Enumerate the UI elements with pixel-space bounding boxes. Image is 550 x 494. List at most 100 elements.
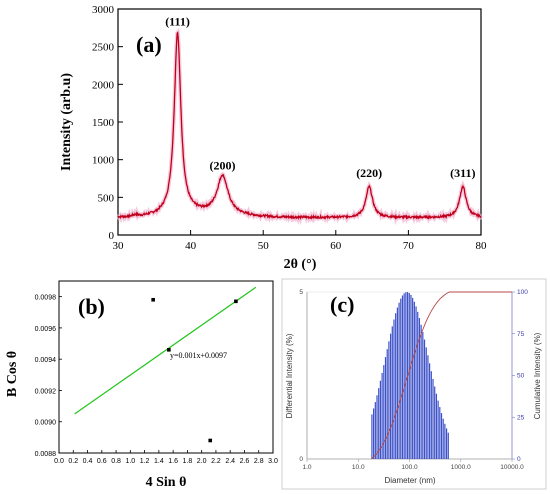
- panel-b-label: (b): [78, 294, 105, 319]
- panel-c-bar: [383, 365, 385, 459]
- panel-a-y-tick-label: 0: [109, 230, 115, 242]
- panel-a-y-tick-label: 2000: [92, 79, 115, 91]
- panel-c-bar: [373, 408, 375, 459]
- panel-b-data-point: [234, 299, 238, 304]
- panel-c-bar: [376, 395, 378, 459]
- panel-c-bar: [434, 386, 436, 459]
- panel-c-cumulative-curve: [371, 291, 512, 460]
- panel-c-x-tick-label: 10.0: [352, 464, 365, 471]
- panel-c-bar: [418, 318, 421, 459]
- panel-a-y-tick-label: 2500: [92, 42, 115, 54]
- panel-a-x-axis-title: 2θ (°): [284, 257, 317, 272]
- panel-c-bar: [444, 423, 446, 459]
- panel-c-bar: [388, 341, 390, 459]
- panel-c-bar: [413, 301, 415, 459]
- panel-a-peak-label: (111): [165, 14, 190, 28]
- panel-c-bar: [432, 378, 434, 459]
- panel-a-y-axis-title: Intensity (arb.u): [59, 73, 74, 171]
- panel-c-bar: [398, 302, 400, 459]
- panel-b-x-tick-label: 3.0: [268, 458, 278, 465]
- panel-c-bar: [400, 298, 402, 459]
- panel-b-x-tick-label: 0.6: [97, 458, 107, 465]
- panel-a-x-tick-label: 80: [476, 240, 488, 252]
- panel-b-data-point: [208, 438, 213, 443]
- panel-c-bar: [415, 306, 417, 459]
- panel-b-fit-line: [74, 286, 257, 415]
- panel-a-y-tick-label: 500: [98, 192, 115, 204]
- panel-b-x-tick-label: 1.4: [154, 458, 164, 465]
- panel-a-xrd-chart: 30 40 50 60 70 80 0 500 1000 1500 2000 2500 3000 (a)…: [59, 4, 487, 272]
- panel-c-bar: [445, 428, 448, 459]
- panel-b-fit-equation: y=0.001x+0.0097: [170, 351, 227, 360]
- panel-b-y-tick-label: 0.0092: [35, 388, 57, 395]
- panel-c-bar: [405, 292, 407, 459]
- panel-b-x-tick-label: 0.2: [68, 458, 78, 465]
- panel-b-y-tick-label: 0.0090: [35, 420, 57, 427]
- panel-a-x-tick-label: 30: [113, 240, 125, 252]
- panel-c-bar: [403, 293, 405, 459]
- panel-a-x-tick-label: 50: [258, 240, 270, 252]
- panel-c-bar: [374, 402, 376, 459]
- panel-b-data-point: [151, 297, 155, 302]
- panel-c-y2-tick-label: 100: [517, 289, 528, 296]
- panel-a-peak-label: (200): [210, 158, 236, 172]
- panel-b-x-tick-label: 0.4: [83, 458, 93, 465]
- panel-a-xrd-curve-shadow: [116, 27, 483, 226]
- panel-a-xrd-curve: [117, 31, 482, 221]
- panel-b-x-tick-label: 1.6: [168, 458, 178, 465]
- panel-c-bar: [429, 363, 431, 459]
- panel-c-bar: [440, 413, 443, 459]
- panel-b-x-tick-label: 0.0: [54, 458, 64, 465]
- panel-c-bar: [408, 292, 410, 459]
- panel-c-x-tick-label: 1000.0: [451, 464, 471, 471]
- panel-b-data-point: [167, 348, 171, 352]
- panel-a-y-tick-label: 1500: [92, 117, 115, 129]
- panel-b-x-tick-label: 2.8: [254, 458, 264, 465]
- panel-b-scatter-chart: 0.0 0.2 0.4 0.6 0.8 1.0 1.2 1.4 1.6 1.8 2.0 2.2 2.4 2…: [5, 280, 278, 490]
- panel-c-bar: [410, 294, 412, 459]
- panel-c-x-tick-label: 1.0: [302, 464, 311, 471]
- panel-c-bar: [420, 324, 422, 459]
- panel-c-bar: [427, 355, 429, 459]
- panel-c-bar: [386, 349, 388, 459]
- panel-c-y2-tick-label: 25: [517, 414, 525, 421]
- panel-c-bar: [389, 333, 392, 459]
- panel-b-plot-frame: [58, 280, 274, 454]
- panel-a-label: (a): [136, 32, 162, 57]
- panel-a-y-tick-label: 3000: [92, 4, 115, 16]
- panel-b-x-tick-label: 2.6: [240, 458, 250, 465]
- panel-c-bar: [393, 319, 395, 459]
- panel-b-y-axis-title: B Cos θ: [5, 351, 20, 397]
- panel-c-bar: [378, 388, 380, 459]
- panel-b-y-tick-label: 0.0094: [35, 357, 57, 364]
- panel-c-bar: [447, 432, 449, 459]
- panel-c-bar: [379, 380, 382, 459]
- panel-b-x-tick-label: 0.8: [111, 458, 121, 465]
- panel-b-y-tick-label: 0.0098: [35, 295, 57, 302]
- panel-c-y2-axis-title: Cumulative Intensity (%): [533, 332, 542, 419]
- panel-c-bar: [384, 357, 387, 459]
- panel-b-x-tick-label: 1.8: [183, 458, 193, 465]
- panel-c-bar: [401, 295, 404, 459]
- panel-c-bar: [417, 311, 419, 459]
- panel-c-x-tick-label: 10000.0: [500, 464, 524, 471]
- panel-c-bar: [430, 371, 432, 459]
- panel-b-x-tick-label: 2.0: [197, 458, 207, 465]
- panel-c-bar: [422, 331, 424, 459]
- panel-c-y2-tick-label: 75: [517, 331, 525, 338]
- panel-a-x-tick-label: 40: [185, 240, 197, 252]
- panel-b-x-tick-label: 1.2: [140, 458, 150, 465]
- panel-a-peak-label: (220): [356, 166, 382, 180]
- panel-c-bar: [412, 297, 414, 459]
- panel-b-x-tick-label: 1.0: [125, 458, 135, 465]
- panel-a-y-tick-label: 1000: [92, 155, 115, 167]
- panel-b-y-tick-label: 0.0088: [35, 451, 57, 458]
- panel-c-bar: [371, 414, 373, 459]
- panel-c-x-tick-label: 100.0: [401, 464, 418, 471]
- panel-c-bar: [396, 307, 398, 459]
- panel-a-x-tick-label: 60: [330, 240, 342, 252]
- panel-c-y-axis-title: Differential Intensity (%): [285, 333, 294, 418]
- panel-c-y-tick-label: 0: [299, 456, 303, 463]
